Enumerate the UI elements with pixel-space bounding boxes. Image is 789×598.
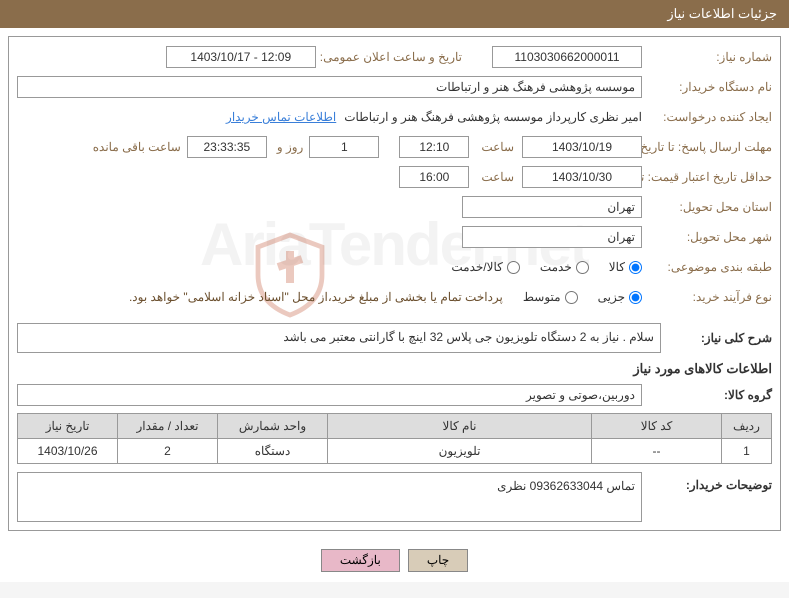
back-button[interactable]: بازگشت bbox=[321, 549, 400, 572]
validity-date-field: 1403/10/30 bbox=[522, 166, 642, 188]
header-title: جزئیات اطلاعات نیاز bbox=[667, 6, 777, 21]
countdown-field: 23:33:35 bbox=[187, 136, 267, 158]
buyer-contact-link[interactable]: اطلاعات تماس خریدار bbox=[226, 110, 336, 124]
content-panel: شماره نیاز: 1103030662000011 تاریخ و ساع… bbox=[8, 36, 781, 531]
remaining-label: ساعت باقی مانده bbox=[89, 140, 181, 154]
button-row: چاپ بازگشت bbox=[0, 539, 789, 582]
category-opt3[interactable]: کالا/خدمت bbox=[451, 260, 519, 274]
buyer-org-label: نام دستگاه خریدار: bbox=[642, 80, 772, 94]
buyer-org-field: موسسه پژوهشی فرهنگ هنر و ارتباطات bbox=[17, 76, 642, 98]
th-date: تاریخ نیاز bbox=[18, 414, 118, 439]
group-field: دوربین،صوتی و تصویر bbox=[17, 384, 642, 406]
category-radio-2[interactable] bbox=[576, 261, 589, 274]
table-row: 1 -- تلویزیون دستگاه 2 1403/10/26 bbox=[18, 439, 772, 464]
announce-datetime-label: تاریخ و ساعت اعلان عمومی: bbox=[316, 50, 462, 64]
city-field: تهران bbox=[462, 226, 642, 248]
cell-unit: دستگاه bbox=[218, 439, 328, 464]
purchase-opt2[interactable]: متوسط bbox=[523, 290, 578, 304]
cell-row: 1 bbox=[722, 439, 772, 464]
deadline-time-label: ساعت bbox=[477, 140, 514, 154]
need-number-label: شماره نیاز: bbox=[642, 50, 772, 64]
deadline-date-field: 1403/10/19 bbox=[522, 136, 642, 158]
requester-value: امیر نظری کارپرداز موسسه پژوهشی فرهنگ هن… bbox=[344, 110, 642, 124]
table-header-row: ردیف کد کالا نام کالا واحد شمارش تعداد /… bbox=[18, 414, 772, 439]
purchase-note: پرداخت تمام یا بخشی از مبلغ خرید،از محل … bbox=[129, 290, 503, 304]
summary-box: سلام . نیاز به 2 دستگاه تلویزیون جی پلاس… bbox=[17, 323, 661, 353]
cell-code: -- bbox=[592, 439, 722, 464]
province-label: استان محل تحویل: bbox=[642, 200, 772, 214]
print-button[interactable]: چاپ bbox=[408, 549, 468, 572]
city-label: شهر محل تحویل: bbox=[642, 230, 772, 244]
category-radio-3[interactable] bbox=[507, 261, 520, 274]
deadline-label: مهلت ارسال پاسخ: تا تاریخ: bbox=[642, 140, 772, 154]
category-opt1[interactable]: کالا bbox=[609, 260, 642, 274]
purchase-radio-group: جزیی متوسط bbox=[523, 290, 642, 304]
th-code: کد کالا bbox=[592, 414, 722, 439]
th-name: نام کالا bbox=[328, 414, 592, 439]
category-label: طبقه بندی موضوعی: bbox=[642, 260, 772, 274]
cell-date: 1403/10/26 bbox=[18, 439, 118, 464]
th-row: ردیف bbox=[722, 414, 772, 439]
cell-qty: 2 bbox=[118, 439, 218, 464]
group-label: گروه کالا: bbox=[642, 388, 772, 402]
category-radio-group: کالا خدمت کالا/خدمت bbox=[451, 260, 642, 274]
header-bar: جزئیات اطلاعات نیاز bbox=[0, 0, 789, 28]
main-container: AriaTender.net جزئیات اطلاعات نیاز شماره… bbox=[0, 0, 789, 582]
validity-time-label: ساعت bbox=[477, 170, 514, 184]
province-field: تهران bbox=[462, 196, 642, 218]
buyer-notes-label: توضیحات خریدار: bbox=[642, 472, 772, 522]
goods-table: ردیف کد کالا نام کالا واحد شمارش تعداد /… bbox=[17, 413, 772, 464]
cell-name: تلویزیون bbox=[328, 439, 592, 464]
buyer-notes-box: تماس 09362633044 نظری bbox=[17, 472, 642, 522]
deadline-days-field: 1 bbox=[309, 136, 379, 158]
th-unit: واحد شمارش bbox=[218, 414, 328, 439]
validity-time-field: 16:00 bbox=[399, 166, 469, 188]
th-qty: تعداد / مقدار bbox=[118, 414, 218, 439]
purchase-radio-2[interactable] bbox=[565, 291, 578, 304]
category-radio-1[interactable] bbox=[629, 261, 642, 274]
validity-label: حداقل تاریخ اعتبار قیمت: تا تاریخ: bbox=[642, 170, 772, 184]
requester-label: ایجاد کننده درخواست: bbox=[642, 110, 772, 124]
purchase-radio-1[interactable] bbox=[629, 291, 642, 304]
days-and-label: روز و bbox=[273, 140, 304, 154]
summary-label: شرح کلی نیاز: bbox=[661, 331, 772, 345]
deadline-time-field: 12:10 bbox=[399, 136, 469, 158]
category-opt2[interactable]: خدمت bbox=[540, 260, 589, 274]
announce-datetime-field: 1403/10/17 - 12:09 bbox=[166, 46, 316, 68]
purchase-label: نوع فرآیند خرید: bbox=[642, 290, 772, 304]
purchase-opt1[interactable]: جزیی bbox=[598, 290, 642, 304]
need-number-field: 1103030662000011 bbox=[492, 46, 642, 68]
goods-section-title: اطلاعات کالاهای مورد نیاز bbox=[17, 361, 772, 377]
